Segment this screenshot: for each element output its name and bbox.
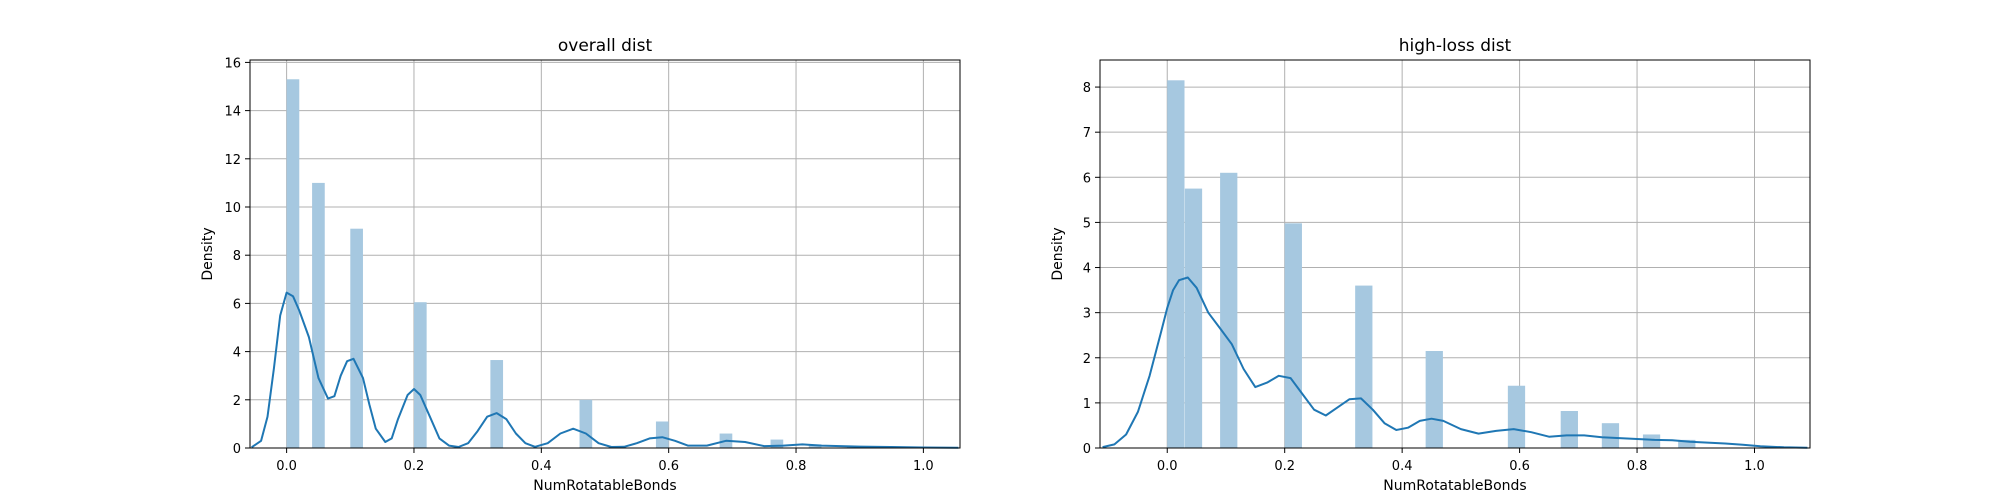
y-tick-label: 8 xyxy=(1083,81,1091,96)
histogram-bar xyxy=(1642,434,1661,448)
y-tick-label: 5 xyxy=(1083,216,1091,231)
y-axis-label: Density xyxy=(200,227,216,280)
histogram-bar xyxy=(1560,411,1578,448)
histogram-bar xyxy=(579,399,593,448)
histogram-bars xyxy=(1167,80,1696,449)
histogram-bar xyxy=(1425,351,1443,448)
histogram-bar xyxy=(1167,80,1185,449)
x-axis-ticks: 0.0 0.2 0.4 0.6 0.8 1.0 xyxy=(276,448,934,474)
kde-curve-group xyxy=(1102,276,1808,449)
histogram-bars xyxy=(286,79,898,448)
y-axis-label: Density xyxy=(1050,227,1066,280)
y-tick-label: 6 xyxy=(1083,171,1091,186)
histogram-bar xyxy=(1601,423,1620,448)
histogram-bar xyxy=(1507,385,1526,448)
histogram-bar xyxy=(1184,188,1203,448)
histogram-bar xyxy=(1220,172,1238,448)
x-tick-label: 0.2 xyxy=(404,459,425,474)
x-tick-label: 0.2 xyxy=(1274,459,1295,474)
y-axis-ticks: 0 2 4 6 8 10 12 14 16 xyxy=(224,56,250,457)
histogram-bar xyxy=(1678,439,1696,448)
x-tick-label: 0.8 xyxy=(786,459,807,474)
y-axis-ticks: 0 1 2 3 4 5 6 7 8 xyxy=(1083,81,1100,457)
x-axis-ticks: 0.0 0.2 0.4 0.6 0.8 1.0 xyxy=(1157,448,1765,474)
y-tick-label: 4 xyxy=(1083,262,1091,277)
y-tick-label: 7 xyxy=(1083,126,1091,141)
y-tick-label: 12 xyxy=(224,153,241,168)
chart-overall-dist: 0.0 0.2 0.4 0.6 0.8 1.0 0 2 4 6 8 10 12 14 16 overall… xyxy=(200,36,961,494)
x-tick-label: 0.6 xyxy=(1509,459,1530,474)
chart-grid xyxy=(250,60,960,449)
x-tick-label: 0.4 xyxy=(1392,459,1413,474)
chart-title: high-loss dist xyxy=(1399,36,1512,56)
x-axis-label: NumRotatableBonds xyxy=(1383,478,1526,494)
histogram-bar xyxy=(655,421,669,448)
y-tick-label: 6 xyxy=(233,297,241,312)
kde-curve-group xyxy=(251,291,959,449)
x-tick-label: 0.8 xyxy=(1627,459,1648,474)
y-tick-label: 2 xyxy=(233,394,241,409)
y-tick-label: 16 xyxy=(224,56,241,71)
y-tick-label: 1 xyxy=(1083,397,1091,412)
histogram-bar xyxy=(1284,223,1302,448)
x-tick-label: 1.0 xyxy=(1744,459,1765,474)
y-tick-label: 14 xyxy=(224,105,241,120)
y-tick-label: 0 xyxy=(1083,442,1091,457)
chart-title: overall dist xyxy=(558,36,653,56)
histogram-bar xyxy=(490,360,504,448)
x-tick-label: 0.4 xyxy=(531,459,552,474)
plot-frame xyxy=(249,59,961,449)
x-tick-label: 0.0 xyxy=(1157,459,1178,474)
y-tick-label: 3 xyxy=(1083,307,1091,322)
histogram-bar xyxy=(770,439,784,448)
y-tick-label: 2 xyxy=(1083,352,1091,367)
kde-curve xyxy=(1102,276,1808,449)
y-tick-label: 8 xyxy=(233,249,241,264)
histogram-bar xyxy=(413,302,427,448)
chart-high-loss-dist: 0.0 0.2 0.4 0.6 0.8 1.0 0 1 2 3 4 5 6 7 8 high-loss d… xyxy=(1050,36,1811,494)
x-axis-label: NumRotatableBonds xyxy=(533,478,676,494)
x-tick-label: 0.0 xyxy=(276,459,297,474)
x-tick-label: 1.0 xyxy=(913,459,934,474)
histogram-bar xyxy=(312,182,325,448)
y-tick-label: 10 xyxy=(224,201,241,216)
y-tick-label: 4 xyxy=(233,346,241,361)
histogram-bar xyxy=(286,79,300,448)
y-tick-label: 0 xyxy=(233,442,241,457)
kde-curve xyxy=(251,291,959,449)
plot-frame xyxy=(1099,59,1811,449)
histogram-bar xyxy=(350,228,363,448)
histogram-bar xyxy=(1355,285,1373,448)
x-tick-label: 0.6 xyxy=(658,459,679,474)
